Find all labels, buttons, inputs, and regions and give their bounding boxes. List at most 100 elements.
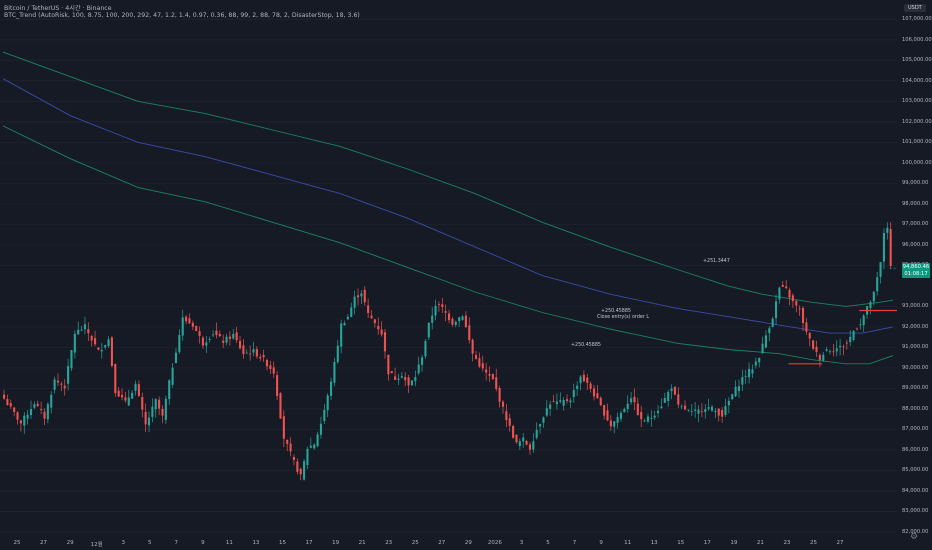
candle-body bbox=[427, 322, 430, 338]
candle-body bbox=[114, 364, 117, 394]
candle-body bbox=[640, 411, 643, 420]
candle-body bbox=[788, 289, 791, 298]
x-tick-label: 5 bbox=[148, 540, 152, 546]
candle-body bbox=[646, 416, 649, 422]
candle-body bbox=[178, 335, 181, 353]
x-tick-label: 15 bbox=[279, 540, 286, 546]
candle-body bbox=[168, 380, 171, 400]
y-tick-label: 88,000.00 bbox=[902, 405, 929, 412]
y-tick-label: 91,000.00 bbox=[902, 344, 929, 351]
candle-body bbox=[778, 287, 781, 300]
candle-body bbox=[785, 286, 788, 289]
candle-body bbox=[832, 351, 835, 353]
candle-body bbox=[201, 337, 204, 346]
candle-body bbox=[835, 348, 838, 352]
candle-body bbox=[16, 412, 19, 420]
candle-body bbox=[828, 351, 832, 353]
candle-body bbox=[245, 352, 248, 354]
candle-body bbox=[764, 335, 767, 348]
candle-body bbox=[100, 349, 103, 352]
candle-body bbox=[367, 305, 370, 314]
candle-body bbox=[751, 369, 754, 374]
candle-body bbox=[508, 418, 511, 426]
candle-body bbox=[360, 293, 363, 297]
candle-body bbox=[592, 388, 596, 397]
candle-body bbox=[613, 421, 616, 427]
candle-body bbox=[13, 407, 16, 412]
candle-body bbox=[775, 301, 778, 319]
candle-body bbox=[842, 346, 845, 348]
candle-body bbox=[468, 325, 471, 341]
candle-body bbox=[286, 439, 289, 444]
y-tick-label: 106,000.00 bbox=[902, 36, 932, 43]
candle-body bbox=[555, 401, 558, 405]
candle-body bbox=[805, 322, 808, 332]
y-tick-label: 92,000.00 bbox=[902, 323, 929, 330]
candle-body bbox=[171, 367, 174, 385]
x-tick-label: 29 bbox=[66, 540, 74, 546]
candle-body bbox=[292, 457, 296, 461]
candle-body bbox=[400, 376, 403, 378]
candle-body bbox=[377, 325, 380, 330]
candle-body bbox=[164, 398, 167, 420]
candle-body bbox=[795, 300, 798, 306]
candle-body bbox=[619, 412, 623, 419]
candle-body bbox=[232, 333, 235, 339]
candle-body bbox=[451, 318, 454, 325]
y-tick-label: 102,000.00 bbox=[902, 118, 932, 125]
candle-body bbox=[137, 384, 140, 396]
candle-body bbox=[737, 386, 741, 392]
candle-body bbox=[205, 342, 208, 346]
candle-body bbox=[542, 417, 545, 423]
candle-body bbox=[424, 341, 427, 357]
candle-body bbox=[50, 394, 53, 408]
x-tick-label: 9 bbox=[599, 540, 603, 546]
candle-body bbox=[525, 440, 528, 445]
candle-body bbox=[663, 398, 666, 403]
x-tick-label: 11 bbox=[225, 540, 233, 546]
candle-body bbox=[272, 367, 275, 374]
candle-body bbox=[397, 378, 400, 380]
y-tick-label: 99,000.00 bbox=[902, 180, 929, 187]
candle-body bbox=[812, 340, 815, 349]
x-tick-label: 17 bbox=[703, 540, 711, 546]
candle-body bbox=[36, 403, 39, 407]
candle-body bbox=[565, 399, 569, 401]
candle-body bbox=[127, 397, 130, 406]
candle-body bbox=[478, 358, 481, 367]
candle-body bbox=[862, 315, 865, 326]
candle-body bbox=[559, 400, 562, 402]
candle-body bbox=[700, 411, 703, 413]
candle-body bbox=[394, 376, 397, 380]
candle-body bbox=[80, 329, 83, 331]
candle-body bbox=[276, 375, 279, 397]
candle-body bbox=[97, 347, 100, 350]
candle-body bbox=[889, 228, 892, 267]
trade-pnl-label-1: +250.45885 bbox=[571, 343, 601, 348]
candle-body bbox=[488, 374, 491, 376]
candle-body bbox=[407, 377, 410, 386]
candle-body bbox=[373, 319, 376, 324]
x-tick-label: 3 bbox=[519, 540, 524, 546]
candle-body bbox=[768, 328, 771, 334]
bar-countdown: 01:08:17 bbox=[904, 270, 928, 277]
price-plot[interactable] bbox=[0, 0, 897, 538]
y-tick-label: 103,000.00 bbox=[902, 98, 932, 105]
gear-icon[interactable]: ⚙ bbox=[909, 532, 919, 542]
candle-body bbox=[188, 318, 191, 324]
candle-body bbox=[383, 332, 387, 352]
candle-body bbox=[53, 379, 56, 390]
candle-body bbox=[404, 376, 407, 381]
candle-body bbox=[474, 355, 478, 359]
candle-body bbox=[104, 345, 107, 348]
candle-body bbox=[336, 345, 339, 363]
candle-body bbox=[535, 429, 538, 438]
x-tick-label: 23 bbox=[385, 540, 393, 546]
candle-body bbox=[748, 368, 751, 378]
candle-body bbox=[262, 355, 265, 358]
x-tick-label: 29 bbox=[464, 540, 472, 546]
currency-badge[interactable]: USDT bbox=[904, 4, 926, 12]
indicator-label[interactable]: BTC_Trend (AutoRisk, 100, 8.75, 100, 200… bbox=[4, 12, 360, 19]
candle-body bbox=[363, 289, 366, 303]
x-tick-label: 25 bbox=[810, 540, 817, 546]
